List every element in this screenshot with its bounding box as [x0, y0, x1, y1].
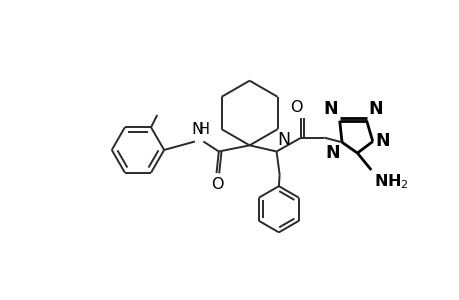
Text: NH$_2$: NH$_2$	[373, 172, 407, 191]
Text: N: N	[191, 122, 203, 137]
Text: O: O	[211, 177, 223, 192]
Text: N: N	[323, 100, 337, 118]
Text: H: H	[198, 122, 209, 137]
Text: O: O	[290, 100, 302, 115]
Text: N: N	[374, 133, 389, 151]
Text: N: N	[325, 144, 340, 162]
Text: N: N	[367, 100, 382, 118]
Text: N: N	[277, 131, 290, 149]
